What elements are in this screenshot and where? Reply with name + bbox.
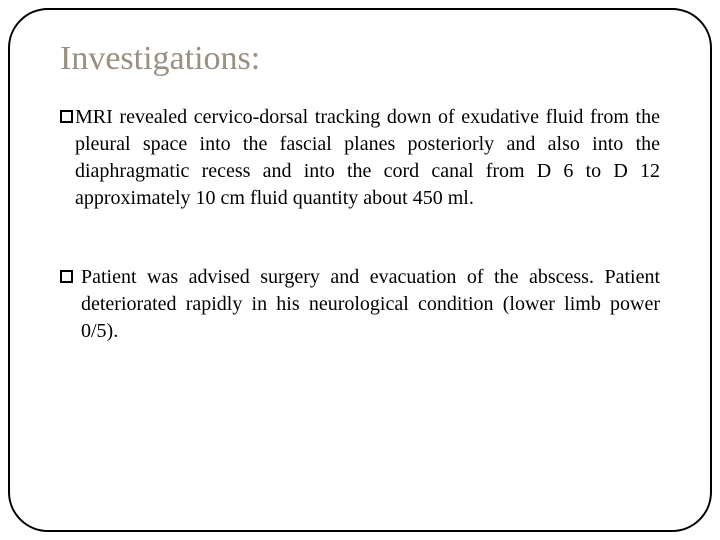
bullet-text: MRI revealed cervico-dorsal tracking dow… <box>75 104 660 212</box>
square-bullet-icon <box>60 270 73 283</box>
bullet-item: Patient was advised surgery and evacuati… <box>60 264 660 345</box>
slide-content: Investigations: MRI revealed cervico-dor… <box>60 40 660 397</box>
slide-frame: Investigations: MRI revealed cervico-dor… <box>0 0 720 540</box>
slide-title: Investigations: <box>60 40 660 78</box>
bullet-item: MRI revealed cervico-dorsal tracking dow… <box>60 104 660 212</box>
bullet-text: Patient was advised surgery and evacuati… <box>81 264 660 345</box>
square-bullet-icon <box>60 110 73 123</box>
